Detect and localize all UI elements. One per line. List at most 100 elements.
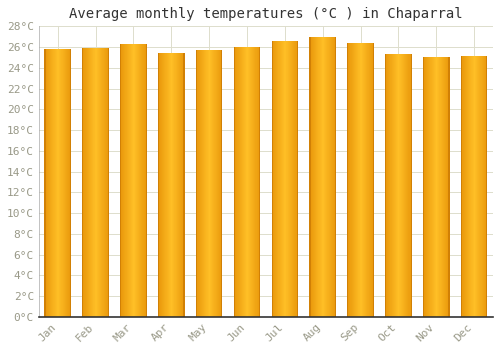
Bar [366, 43, 367, 317]
Bar [440, 57, 441, 317]
Bar [140, 44, 141, 317]
Bar [164, 53, 165, 317]
Bar [297, 41, 298, 317]
Bar [167, 53, 168, 317]
Bar [120, 44, 122, 317]
Bar [350, 43, 351, 317]
Bar [142, 44, 143, 317]
Bar [57, 49, 58, 317]
Bar [241, 47, 242, 317]
Bar [238, 47, 239, 317]
Bar [250, 47, 251, 317]
Bar [136, 44, 137, 317]
Bar [259, 47, 260, 317]
Bar [257, 47, 258, 317]
Bar [439, 57, 440, 317]
Bar [242, 47, 243, 317]
Bar [423, 57, 424, 317]
Bar [317, 37, 318, 317]
Bar [161, 53, 162, 317]
Bar [44, 49, 46, 317]
Bar [98, 48, 99, 317]
Bar [438, 57, 439, 317]
Bar [461, 56, 462, 317]
Bar [162, 53, 163, 317]
Bar [54, 49, 55, 317]
Bar [398, 54, 399, 317]
Bar [349, 43, 350, 317]
Bar [423, 57, 424, 317]
Bar [82, 48, 83, 317]
Bar [448, 57, 450, 317]
Bar [486, 56, 488, 317]
Bar [365, 43, 366, 317]
Bar [461, 56, 462, 317]
Bar [236, 47, 237, 317]
Bar [280, 41, 281, 317]
Bar [160, 53, 161, 317]
Bar [389, 54, 390, 317]
Bar [410, 54, 411, 317]
Bar [277, 41, 278, 317]
Bar [252, 47, 253, 317]
Bar [197, 50, 198, 317]
Bar [470, 56, 471, 317]
Bar [471, 56, 472, 317]
Bar [324, 37, 325, 317]
Bar [272, 41, 273, 317]
Bar [44, 49, 45, 317]
Bar [179, 53, 180, 317]
Bar [363, 43, 364, 317]
Bar [431, 57, 432, 317]
Bar [51, 49, 52, 317]
Bar [170, 53, 171, 317]
Bar [82, 48, 84, 317]
Bar [434, 57, 435, 317]
Bar [391, 54, 392, 317]
Bar [183, 53, 184, 317]
Bar [428, 57, 429, 317]
Bar [219, 50, 220, 317]
Bar [144, 44, 145, 317]
Bar [390, 54, 391, 317]
Bar [403, 54, 404, 317]
Bar [334, 37, 335, 317]
Bar [201, 50, 202, 317]
Bar [122, 44, 123, 317]
Bar [443, 57, 444, 317]
Bar [395, 54, 396, 317]
Bar [290, 41, 291, 317]
Bar [209, 50, 210, 317]
Bar [296, 41, 297, 317]
Bar [217, 50, 218, 317]
Bar [173, 53, 174, 317]
Bar [295, 41, 296, 317]
Bar [94, 48, 95, 317]
Bar [468, 56, 469, 317]
Bar [159, 53, 160, 317]
Bar [216, 50, 217, 317]
Bar [129, 44, 130, 317]
Bar [297, 41, 298, 317]
Bar [409, 54, 410, 317]
Bar [181, 53, 182, 317]
Bar [467, 56, 468, 317]
Bar [411, 54, 412, 317]
Bar [331, 37, 332, 317]
Bar [169, 53, 170, 317]
Bar [123, 44, 124, 317]
Bar [108, 48, 109, 317]
Bar [399, 54, 400, 317]
Bar [202, 50, 203, 317]
Bar [285, 41, 286, 317]
Bar [256, 47, 257, 317]
Bar [106, 48, 107, 317]
Bar [406, 54, 407, 317]
Bar [353, 43, 354, 317]
Bar [124, 44, 125, 317]
Bar [321, 37, 322, 317]
Bar [486, 56, 487, 317]
Bar [359, 43, 360, 317]
Bar [429, 57, 430, 317]
Bar [351, 43, 352, 317]
